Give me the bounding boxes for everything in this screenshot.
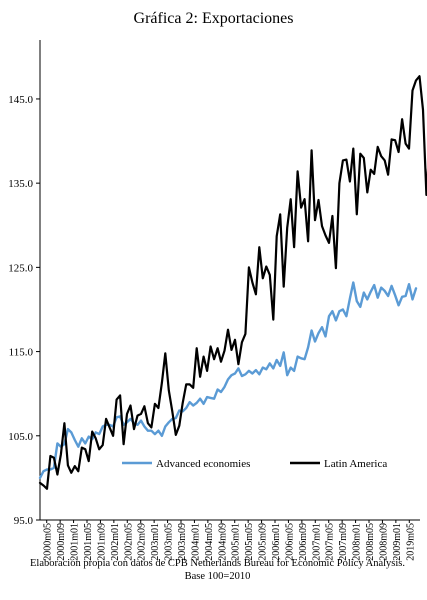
- x-tick-label: 2003m05: [164, 523, 175, 561]
- y-tick-label: 125.0: [8, 262, 33, 274]
- y-tick-label: 135.0: [8, 178, 33, 190]
- axes: [39, 40, 420, 521]
- x-tick-label: 2002m01: [110, 523, 121, 561]
- x-tick-label: 2004m09: [217, 523, 228, 561]
- x-tick-label: 2001m01: [70, 523, 81, 561]
- source-note-line2: Base 100=2010: [184, 571, 251, 582]
- series-lines: [38, 75, 427, 490]
- x-tick-label: 2000m05: [43, 523, 54, 561]
- x-tick-label: 2008m09: [378, 523, 389, 561]
- legend-label-latin-america: Latin America: [324, 458, 387, 470]
- x-tick-label: 2006m05: [284, 523, 295, 561]
- y-tick-label: 145.0: [8, 94, 33, 106]
- x-tick-label: 2005m01: [231, 523, 242, 561]
- x-tick-label: 2007m01: [311, 523, 322, 561]
- x-tick-label: 2003m01: [150, 523, 161, 561]
- x-tick-label: 2006m09: [298, 523, 309, 561]
- x-tick-label: 2007m09: [338, 523, 349, 561]
- y-tick-label: 115.0: [9, 347, 34, 359]
- series-line-latin-america: [38, 75, 427, 490]
- y-tick-label: 95.0: [14, 515, 34, 527]
- x-tick-label: 2004m05: [204, 523, 215, 561]
- x-tick-label: 2004m01: [190, 523, 201, 561]
- x-tick-label: 2006m01: [271, 523, 282, 561]
- x-axis-ticks: 2000m05 2000m09 2001m01 2001m05 2001m09 2002m…: [43, 520, 416, 561]
- y-tick-label: 105.0: [8, 431, 33, 443]
- y-axis-ticks: 95.0 105.0 115.0 125.0 135.0 145.0: [8, 94, 40, 527]
- x-tick-label: 2005m09: [258, 523, 269, 561]
- x-tick-label: 2001m05: [83, 523, 94, 561]
- x-tick-label: 2008m05: [365, 523, 376, 561]
- x-tick-label: 2000m09: [56, 523, 67, 561]
- source-note: Elaboración propia con datos de CPB Neth…: [20, 557, 415, 583]
- legend: Advanced economies Latin America: [122, 458, 387, 470]
- x-tick-label: 2019m05: [405, 523, 416, 561]
- legend-label-advanced-economies: Advanced economies: [156, 458, 250, 470]
- chart-title: Gráfica 2: Exportaciones: [133, 10, 294, 27]
- series-line-advanced-economies: [38, 281, 418, 480]
- x-tick-label: 2002m09: [137, 523, 148, 561]
- x-tick-label: 2008m01: [352, 523, 363, 561]
- x-tick-label: 2002m05: [123, 523, 134, 561]
- x-tick-label: 2007m05: [325, 523, 336, 561]
- x-tick-label: 2009m01: [392, 523, 403, 561]
- x-tick-label: 2005m05: [244, 523, 255, 561]
- x-tick-label: 2001m09: [96, 523, 107, 561]
- x-tick-label: 2003m09: [177, 523, 188, 561]
- source-note-line1: Elaboración propia con datos de CPB Neth…: [29, 558, 405, 569]
